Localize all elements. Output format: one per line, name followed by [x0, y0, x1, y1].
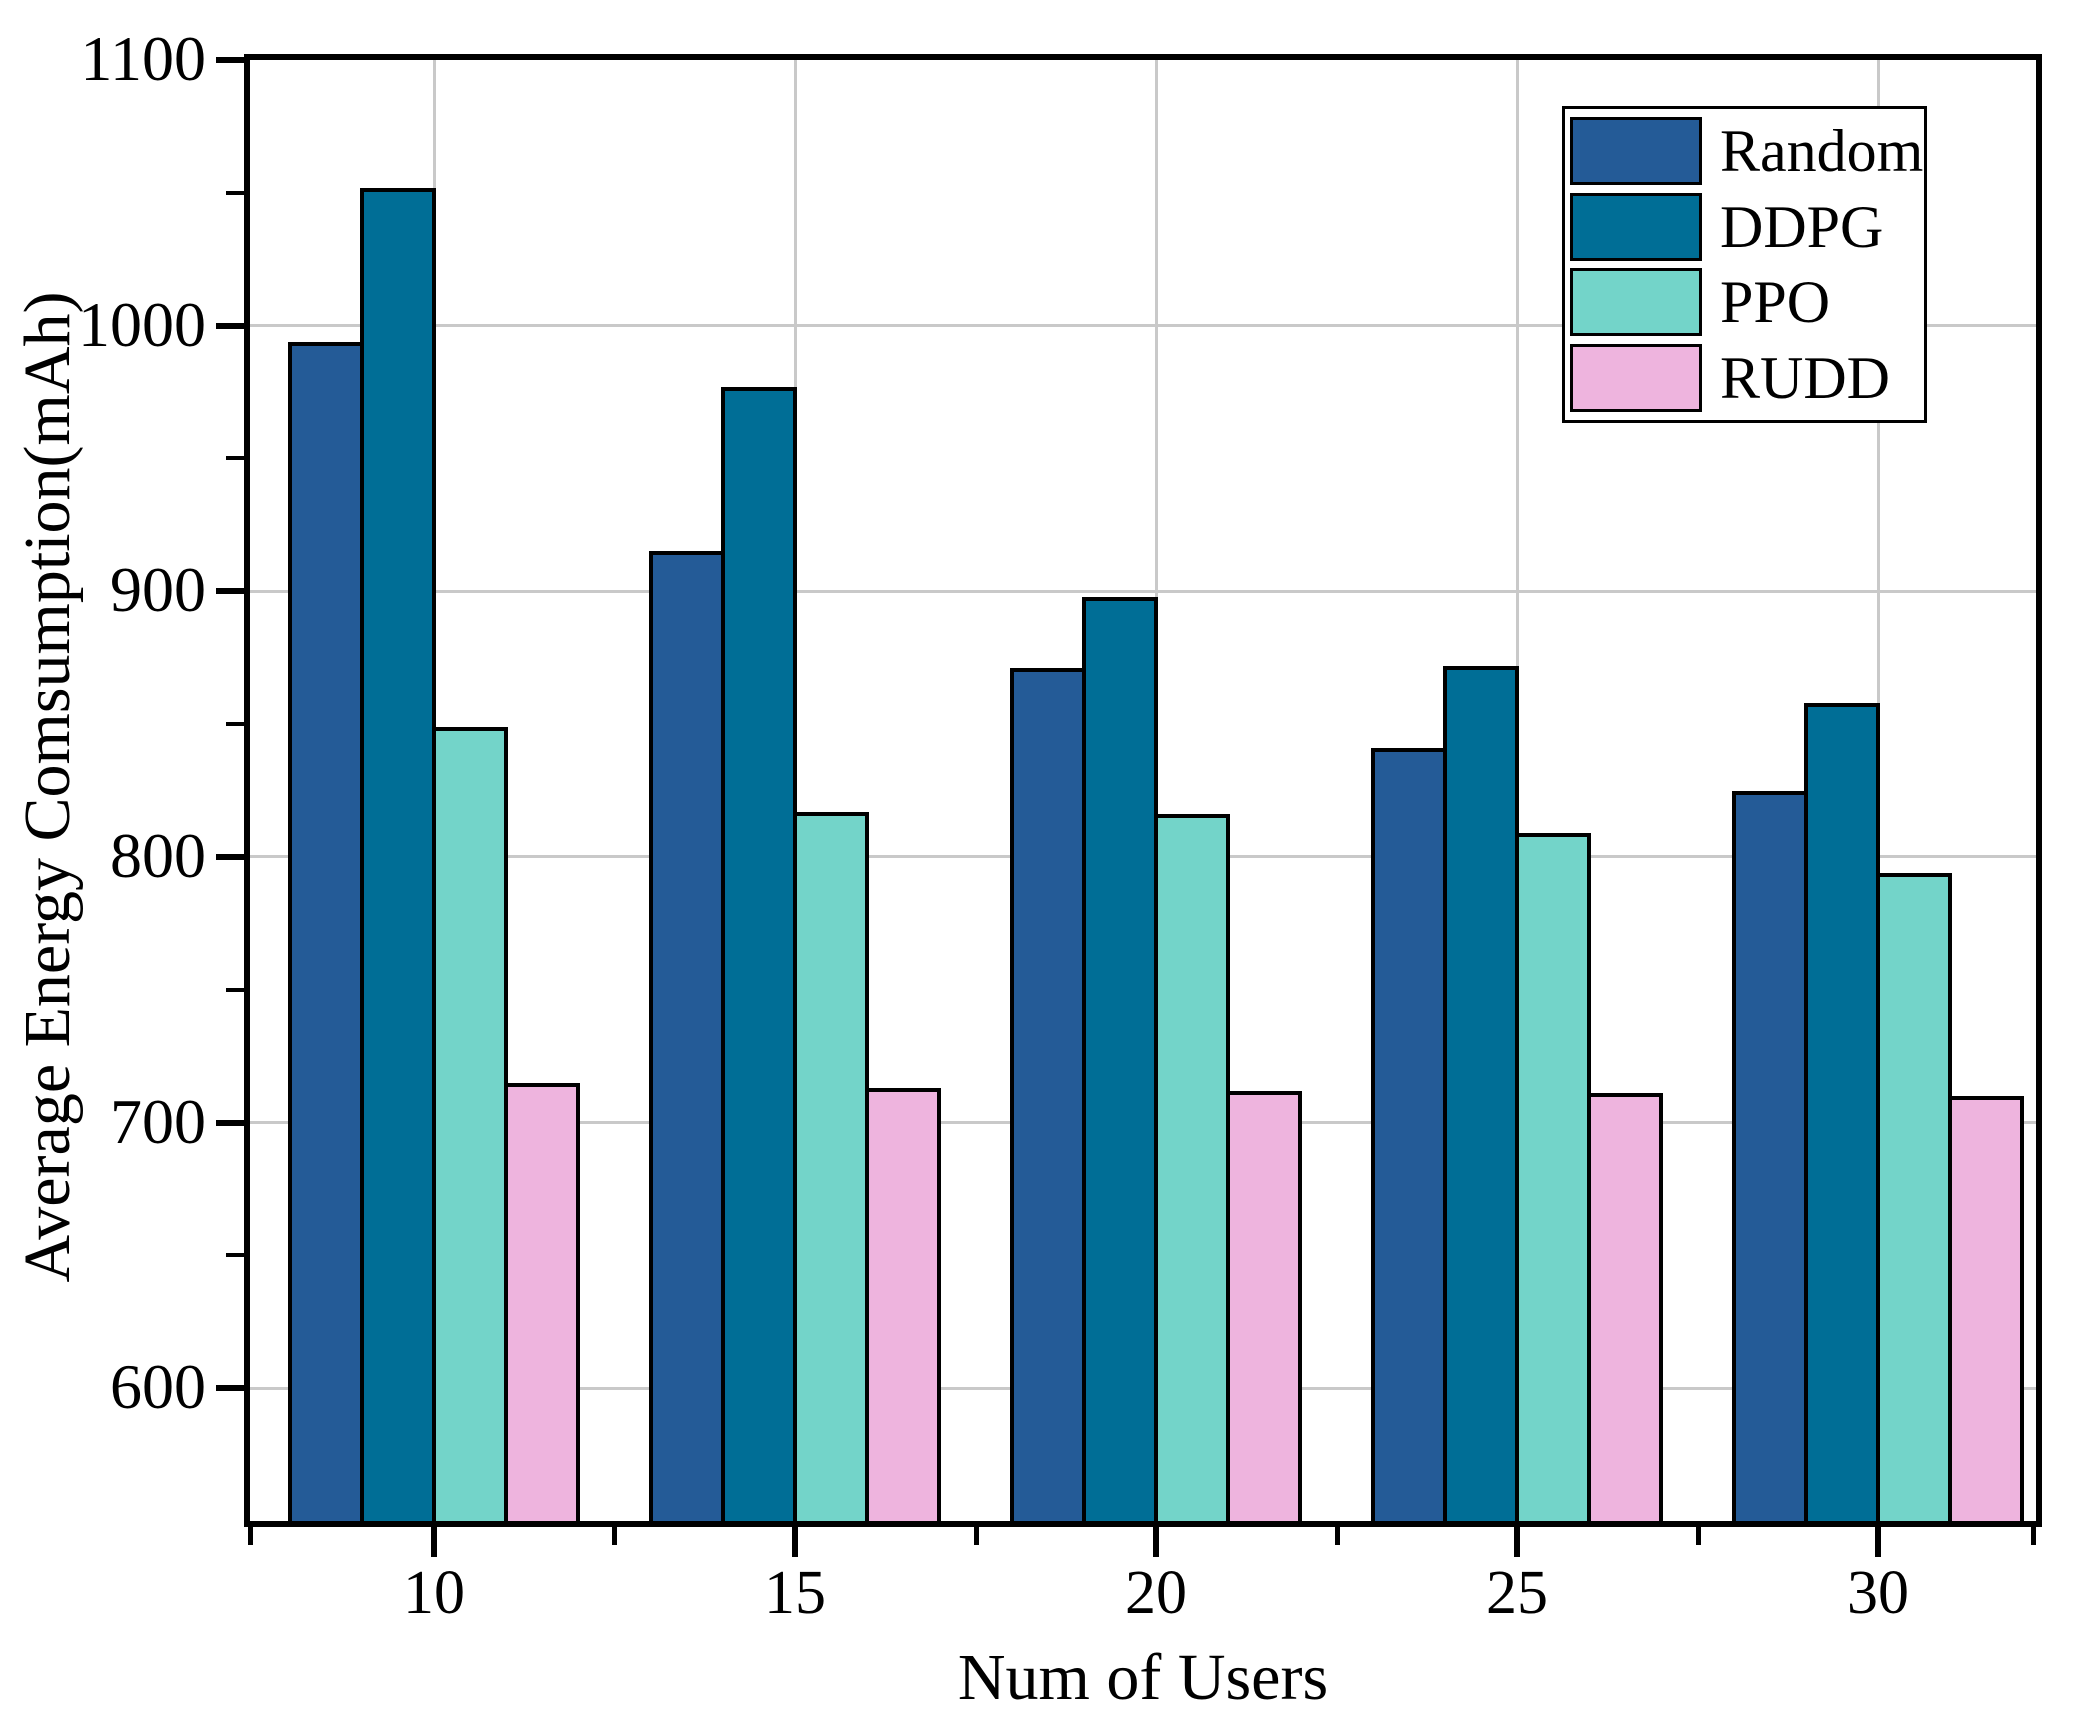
bar-ddpg-20	[1082, 596, 1158, 1521]
x-tick-label: 20	[1125, 1559, 1187, 1627]
legend-swatch-ppo	[1570, 268, 1702, 337]
legend-item: PPO	[1570, 268, 1924, 337]
legend-label: PPO	[1720, 269, 1831, 336]
bar-random-25	[1371, 747, 1447, 1521]
y-minor-tick	[226, 722, 244, 727]
y-major-tick	[216, 57, 244, 63]
x-tick-label: 25	[1486, 1559, 1548, 1627]
bar-random-30	[1732, 790, 1808, 1521]
legend-label: DDPG	[1720, 193, 1884, 260]
bar-ppo-20	[1154, 814, 1230, 1521]
legend-item: RUDD	[1570, 344, 1924, 413]
h-gridline	[250, 589, 2036, 593]
x-minor-tick	[1696, 1527, 1702, 1545]
legend: Random DDPG PPO RUDD	[1562, 106, 1927, 423]
y-major-tick	[216, 588, 244, 595]
x-major-tick	[792, 1527, 798, 1557]
bar-ppo-30	[1876, 872, 1952, 1521]
bar-rudd-25	[1587, 1093, 1663, 1521]
y-tick-label: 800	[110, 819, 206, 891]
x-major-tick	[1153, 1527, 1159, 1557]
bar-rudd-10	[504, 1082, 580, 1521]
bar-ddpg-15	[721, 386, 797, 1521]
y-minor-tick	[226, 456, 244, 461]
x-tick-label: 30	[1847, 1559, 1909, 1627]
y-tick-label: 1100	[80, 23, 206, 94]
legend-swatch-rudd	[1570, 344, 1702, 413]
y-minor-tick	[226, 1253, 244, 1258]
y-minor-tick	[226, 987, 244, 992]
bar-rudd-20	[1226, 1090, 1302, 1521]
y-major-tick	[216, 322, 244, 329]
legend-label: Random	[1720, 117, 1924, 184]
bar-ddpg-10	[360, 187, 436, 1521]
bar-ppo-10	[432, 726, 508, 1521]
legend-item: DDPG	[1570, 192, 1924, 261]
x-minor-tick	[247, 1527, 253, 1545]
x-major-tick	[1875, 1527, 1881, 1557]
bar-ddpg-30	[1804, 702, 1880, 1521]
y-tick-label: 600	[110, 1351, 206, 1423]
x-major-tick	[1514, 1527, 1520, 1557]
legend-label: RUDD	[1720, 345, 1891, 412]
legend-item: Random	[1570, 116, 1924, 185]
legend-swatch-ddpg	[1570, 192, 1702, 261]
y-minor-tick	[226, 190, 244, 195]
legend-swatch-random	[1570, 116, 1702, 185]
bar-rudd-30	[1948, 1095, 2024, 1521]
bar-ddpg-25	[1443, 665, 1519, 1521]
x-minor-tick	[2030, 1527, 2036, 1545]
bar-random-10	[288, 341, 364, 1521]
bar-random-20	[1010, 668, 1086, 1521]
y-major-tick	[216, 1119, 244, 1126]
x-major-tick	[431, 1527, 437, 1557]
bar-rudd-15	[865, 1088, 941, 1521]
y-tick-label: 700	[110, 1085, 206, 1157]
bar-ppo-15	[793, 811, 869, 1521]
bar-random-15	[649, 551, 725, 1521]
h-gridline	[250, 324, 2036, 328]
y-tick-label: 900	[110, 554, 206, 626]
x-minor-tick	[973, 1527, 979, 1545]
x-minor-tick	[1334, 1527, 1340, 1545]
x-axis-title: Num of Users	[957, 1641, 1329, 1714]
x-tick-label: 15	[764, 1559, 826, 1627]
bar-ppo-25	[1515, 833, 1591, 1521]
y-major-tick	[216, 1385, 244, 1392]
y-tick-label: 1000	[78, 288, 206, 360]
y-major-tick	[216, 853, 244, 860]
y-axis-title: Average Energy Comsumption(mAh)	[11, 291, 84, 1283]
x-minor-tick	[612, 1527, 618, 1545]
x-tick-label: 10	[403, 1559, 465, 1627]
